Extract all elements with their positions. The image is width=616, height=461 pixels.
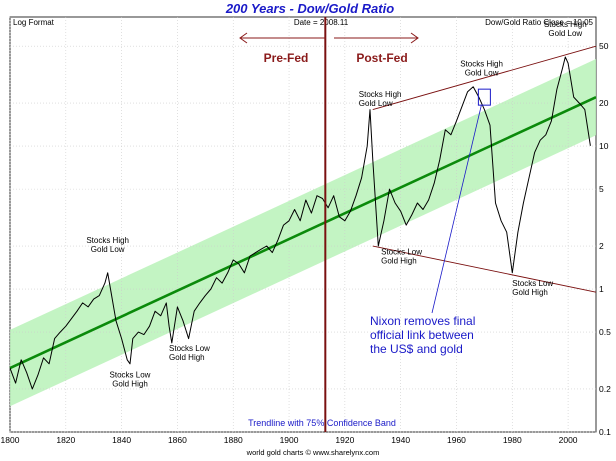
trendline-layer [9,95,597,370]
annotation-layer: Stocks High Gold Low Stocks Low Gold High St… [86,20,586,389]
x-tick-label: 1860 [168,435,187,445]
x-tick-label: 1980 [503,435,522,445]
chart-title: 200 Years - Dow/Gold Ratio [225,1,394,16]
stocks-gold-annotation: Stocks High Gold Low [86,236,129,254]
x-tick-label: 1880 [224,435,243,445]
x-tick-label: 1960 [447,435,466,445]
y-tick-label: 0.5 [599,327,611,337]
stocks-gold-annotation: Stocks Low Gold High [169,344,210,362]
trendline-band-label: Trendline with 75% Confidence Band [248,418,396,428]
log-format-label: Log Format [13,18,55,27]
post-fed-arrowhead [410,32,419,44]
x-tick-label: 1800 [1,435,20,445]
nixon-note-layer: Nixon removes final official link between… [370,88,491,356]
series-layer [9,56,591,390]
y-tick-label: 20 [599,98,609,108]
channel-line [372,45,597,111]
stocks-gold-annotation: Stocks Low Gold High [110,371,151,389]
close-label: Dow/Gold Ratio Close = 10.05 [485,18,593,27]
dow-gold-ratio-line [9,56,591,390]
stocks-gold-annotation: Stocks Low Gold High [512,279,553,297]
nixon-note: Nixon removes final official link between… [370,314,475,356]
date-label: Date = 2008.11 [294,18,349,27]
stocks-gold-annotation: Stocks Low Gold High [381,247,422,265]
trendline [9,95,597,370]
stocks-gold-annotation: Stocks High Gold Low [359,90,402,108]
x-tick-label: 1940 [391,435,410,445]
footer-credit: world gold charts © www.sharelynx.com [246,448,380,457]
fed-arrows [239,32,419,44]
stocks-gold-annotation: Stocks High Gold Low [460,60,503,78]
x-tick-label: 1820 [56,435,75,445]
y-tick-label: 0.2 [599,384,611,394]
pre-fed-label: Pre-Fed [264,51,309,65]
y-tick-label: 2 [599,241,604,251]
channel-lines-layer [372,45,597,293]
tick-label-layer: 1800 1820 1840 1860 1880 1900 1920 1940 1960 1980… [1,41,612,445]
x-tick-label: 1900 [280,435,299,445]
post-fed-label: Post-Fed [356,51,407,65]
y-tick-label: 10 [599,141,609,151]
y-tick-label: 5 [599,184,604,194]
x-tick-label: 1920 [335,435,354,445]
channel-line [372,245,597,293]
nixon-highlight-box [477,88,491,106]
y-tick-label: 1 [599,284,604,294]
pre-fed-arrowhead [239,32,248,44]
y-tick-label: 50 [599,41,609,51]
nixon-pointer-line [431,105,482,314]
x-tick-label: 1840 [112,435,131,445]
stocks-gold-annotation: Stocks High Gold Low [544,20,587,38]
y-tick-label: 0.1 [599,427,611,437]
x-tick-label: 2000 [559,435,578,445]
